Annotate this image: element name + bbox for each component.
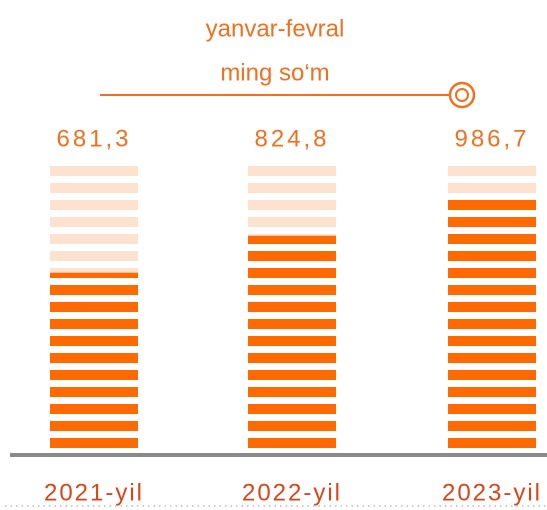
value-label: 986,7 xyxy=(454,125,529,152)
chart-title: yanvar-fevral xyxy=(206,15,345,42)
value-label: 681,3 xyxy=(56,125,131,152)
bar xyxy=(50,272,138,448)
x-tick-label: 2022-yil xyxy=(242,479,342,506)
x-tick-label: 2023-yil xyxy=(442,479,542,506)
chart-subtitle: ming so‘m xyxy=(220,59,329,86)
bars xyxy=(50,165,536,448)
decor-circle-inner xyxy=(455,88,469,102)
decor-circle xyxy=(448,81,476,109)
value-label: 824,8 xyxy=(254,125,329,152)
bar xyxy=(448,194,536,448)
x-tick-label: 2021-yil xyxy=(44,479,144,506)
bar xyxy=(248,235,336,448)
